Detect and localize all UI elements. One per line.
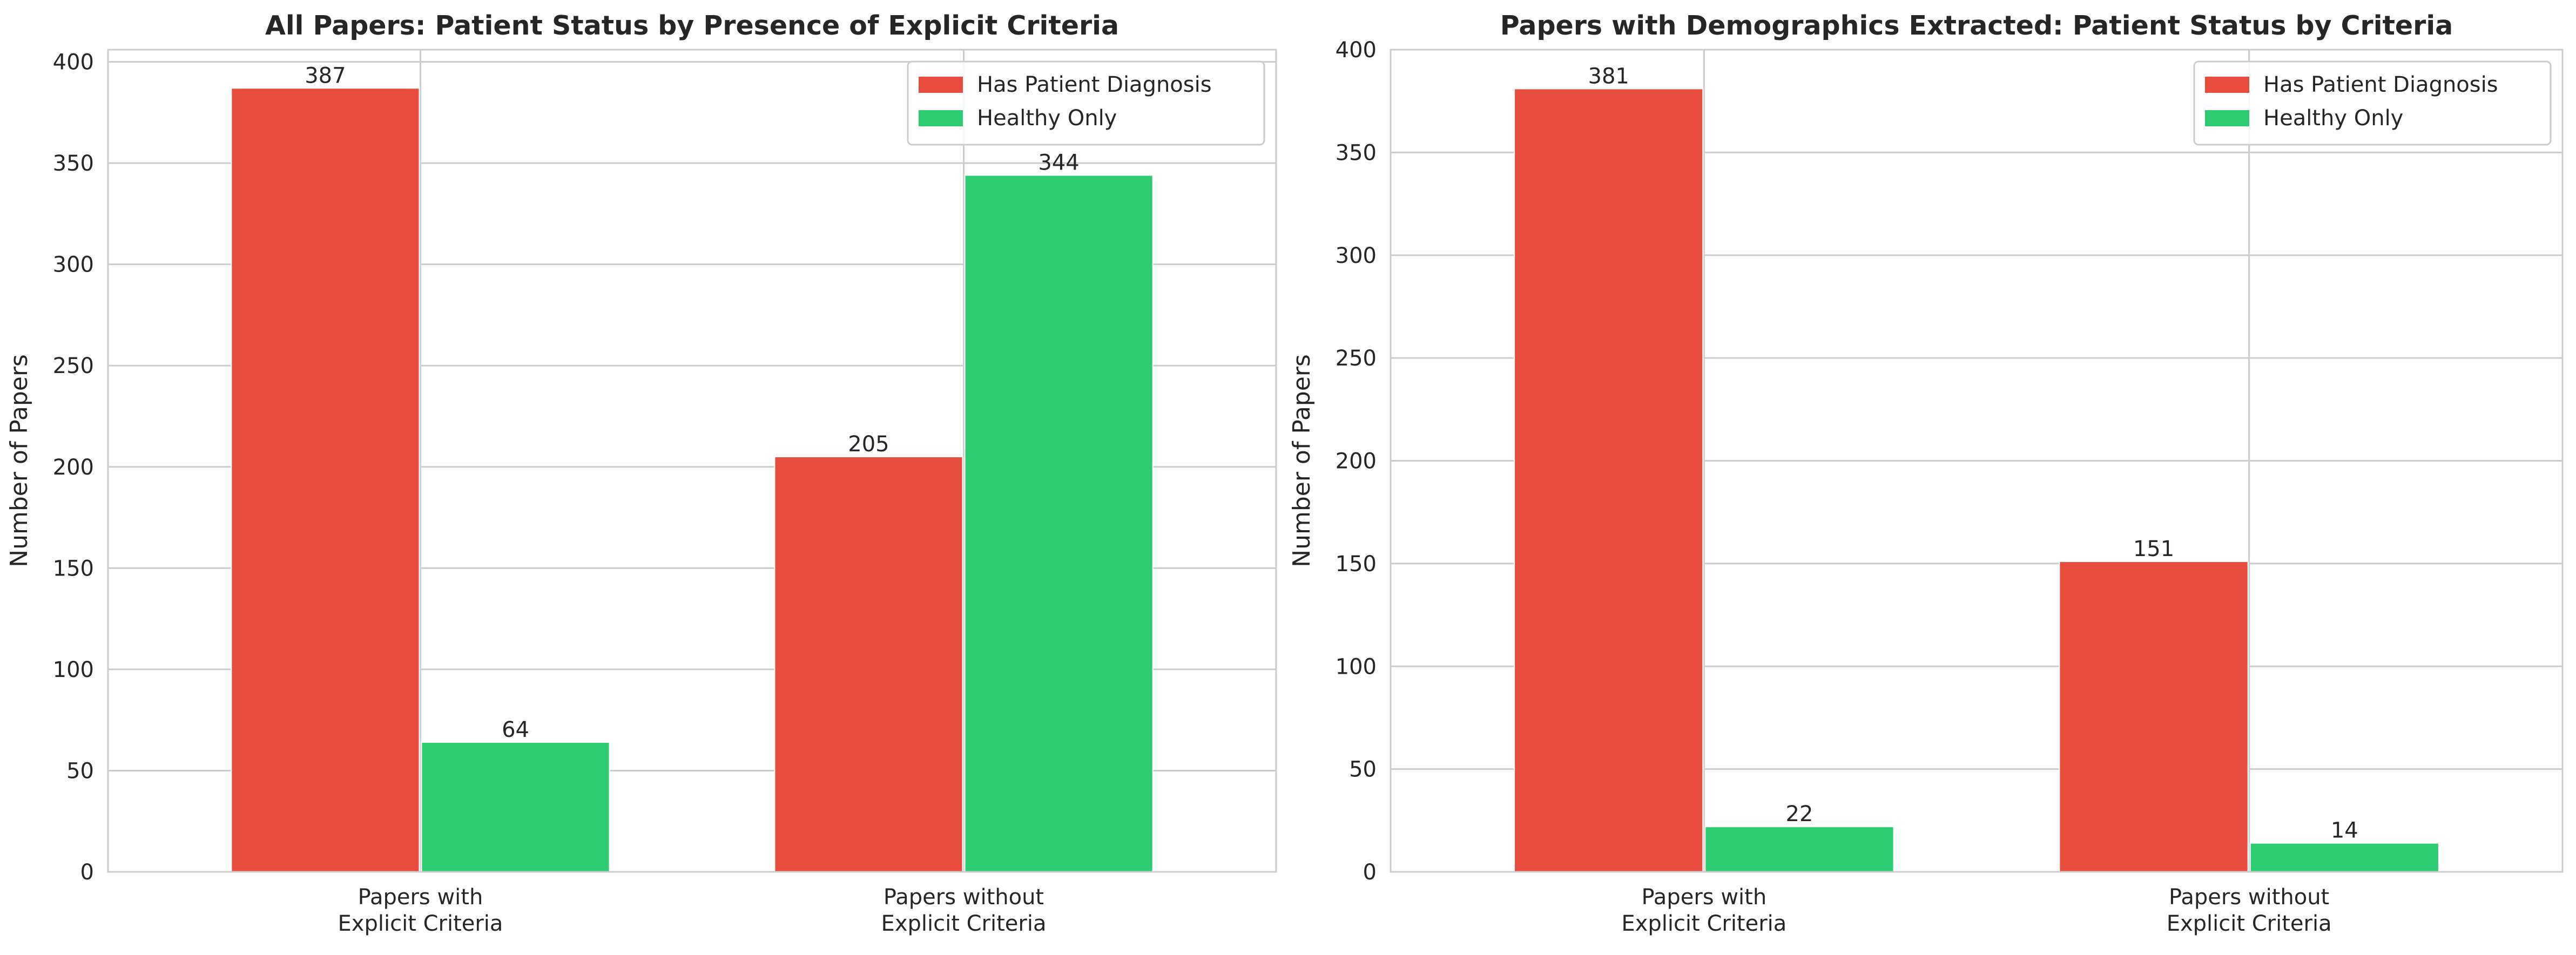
y-tick-label: 250 (53, 354, 94, 378)
legend-entry-label: Healthy Only (977, 106, 1117, 131)
legend-box (907, 60, 1265, 146)
bar (1704, 826, 1894, 872)
tick-labels: 0 50 100 150 200 250 300 350 400 Papers with Expli… (53, 50, 1047, 936)
y-tick-label: 150 (1336, 552, 1377, 577)
bar (2059, 561, 2249, 872)
y-tick-label: 50 (66, 758, 94, 783)
tick-labels: 0 50 100 150 200 250 300 350 400 Papers with Expli… (1336, 38, 2332, 936)
bars (1514, 88, 2439, 872)
chart-title: Papers with Demographics Extracted: Pati… (1500, 10, 2453, 41)
data-labels: 387 205 64 344 (305, 63, 1080, 742)
legend: Has Patient Diagnosis Healthy Only (2193, 60, 2552, 146)
legend-swatch (2205, 110, 2249, 126)
bar-data-label: 64 (502, 717, 529, 742)
y-tick-label: 100 (53, 658, 94, 682)
bar-data-label: 205 (848, 432, 889, 457)
plot-frame (1390, 49, 2564, 873)
bars (231, 87, 1154, 873)
legend-swatch (919, 110, 963, 126)
y-tick-label: 250 (1336, 346, 1377, 371)
data-labels: 381 151 22 14 (1588, 64, 2358, 843)
y-tick-label: 0 (1363, 860, 1377, 885)
bar (774, 456, 963, 872)
bar-data-label: 14 (2331, 818, 2358, 843)
y-tick-label: 400 (53, 50, 94, 75)
legend-entry-label: Healthy Only (2263, 106, 2403, 131)
y-tick-label: 400 (1336, 38, 1377, 63)
chart-title: All Papers: Patient Status by Presence o… (265, 10, 1119, 41)
legend-box (2193, 60, 2552, 146)
y-tick-label: 100 (1336, 654, 1377, 679)
y-axis-label: Number of Papers (5, 354, 33, 567)
y-tick-label: 200 (53, 455, 94, 480)
y-tick-label: 350 (1336, 140, 1377, 165)
chart-panel-all-papers: All Papers: Patient Status by Presence o… (5, 10, 1277, 936)
bar (964, 174, 1154, 873)
bar (1514, 88, 1704, 872)
bar-data-label: 151 (2133, 537, 2174, 561)
bar (231, 87, 420, 872)
bar (2249, 842, 2439, 872)
bar-data-label: 381 (1588, 64, 1629, 89)
y-tick-label: 300 (53, 253, 94, 277)
y-tick-label: 50 (1349, 757, 1377, 782)
x-tick-label: Papers with Explicit Criteria (338, 885, 503, 936)
x-tick-label: Papers without Explicit Criteria (881, 885, 1047, 936)
y-tick-label: 350 (53, 151, 94, 176)
bar-data-label: 22 (1786, 802, 1813, 827)
x-tick-label: Papers with Explicit Criteria (1621, 885, 1786, 936)
y-tick-label: 0 (80, 860, 94, 885)
legend-swatch (2205, 77, 2249, 93)
y-tick-label: 300 (1336, 243, 1377, 268)
y-tick-label: 200 (1336, 449, 1377, 474)
legend-swatch (919, 77, 963, 93)
legend-entry-label: Has Patient Diagnosis (977, 72, 1212, 97)
x-tick-label: Papers without Explicit Criteria (2167, 885, 2332, 936)
bar-data-label: 344 (1038, 151, 1079, 175)
y-tick-label: 150 (53, 556, 94, 581)
legend-entry-label: Has Patient Diagnosis (2263, 72, 2498, 97)
plot-frame (107, 49, 1277, 873)
chart-panel-demographics: Papers with Demographics Extracted: Pati… (1288, 10, 2564, 936)
bar (421, 741, 610, 872)
y-axis-label: Number of Papers (1288, 354, 1316, 567)
legend: Has Patient Diagnosis Healthy Only (907, 60, 1265, 146)
bar-data-label: 387 (305, 63, 346, 88)
